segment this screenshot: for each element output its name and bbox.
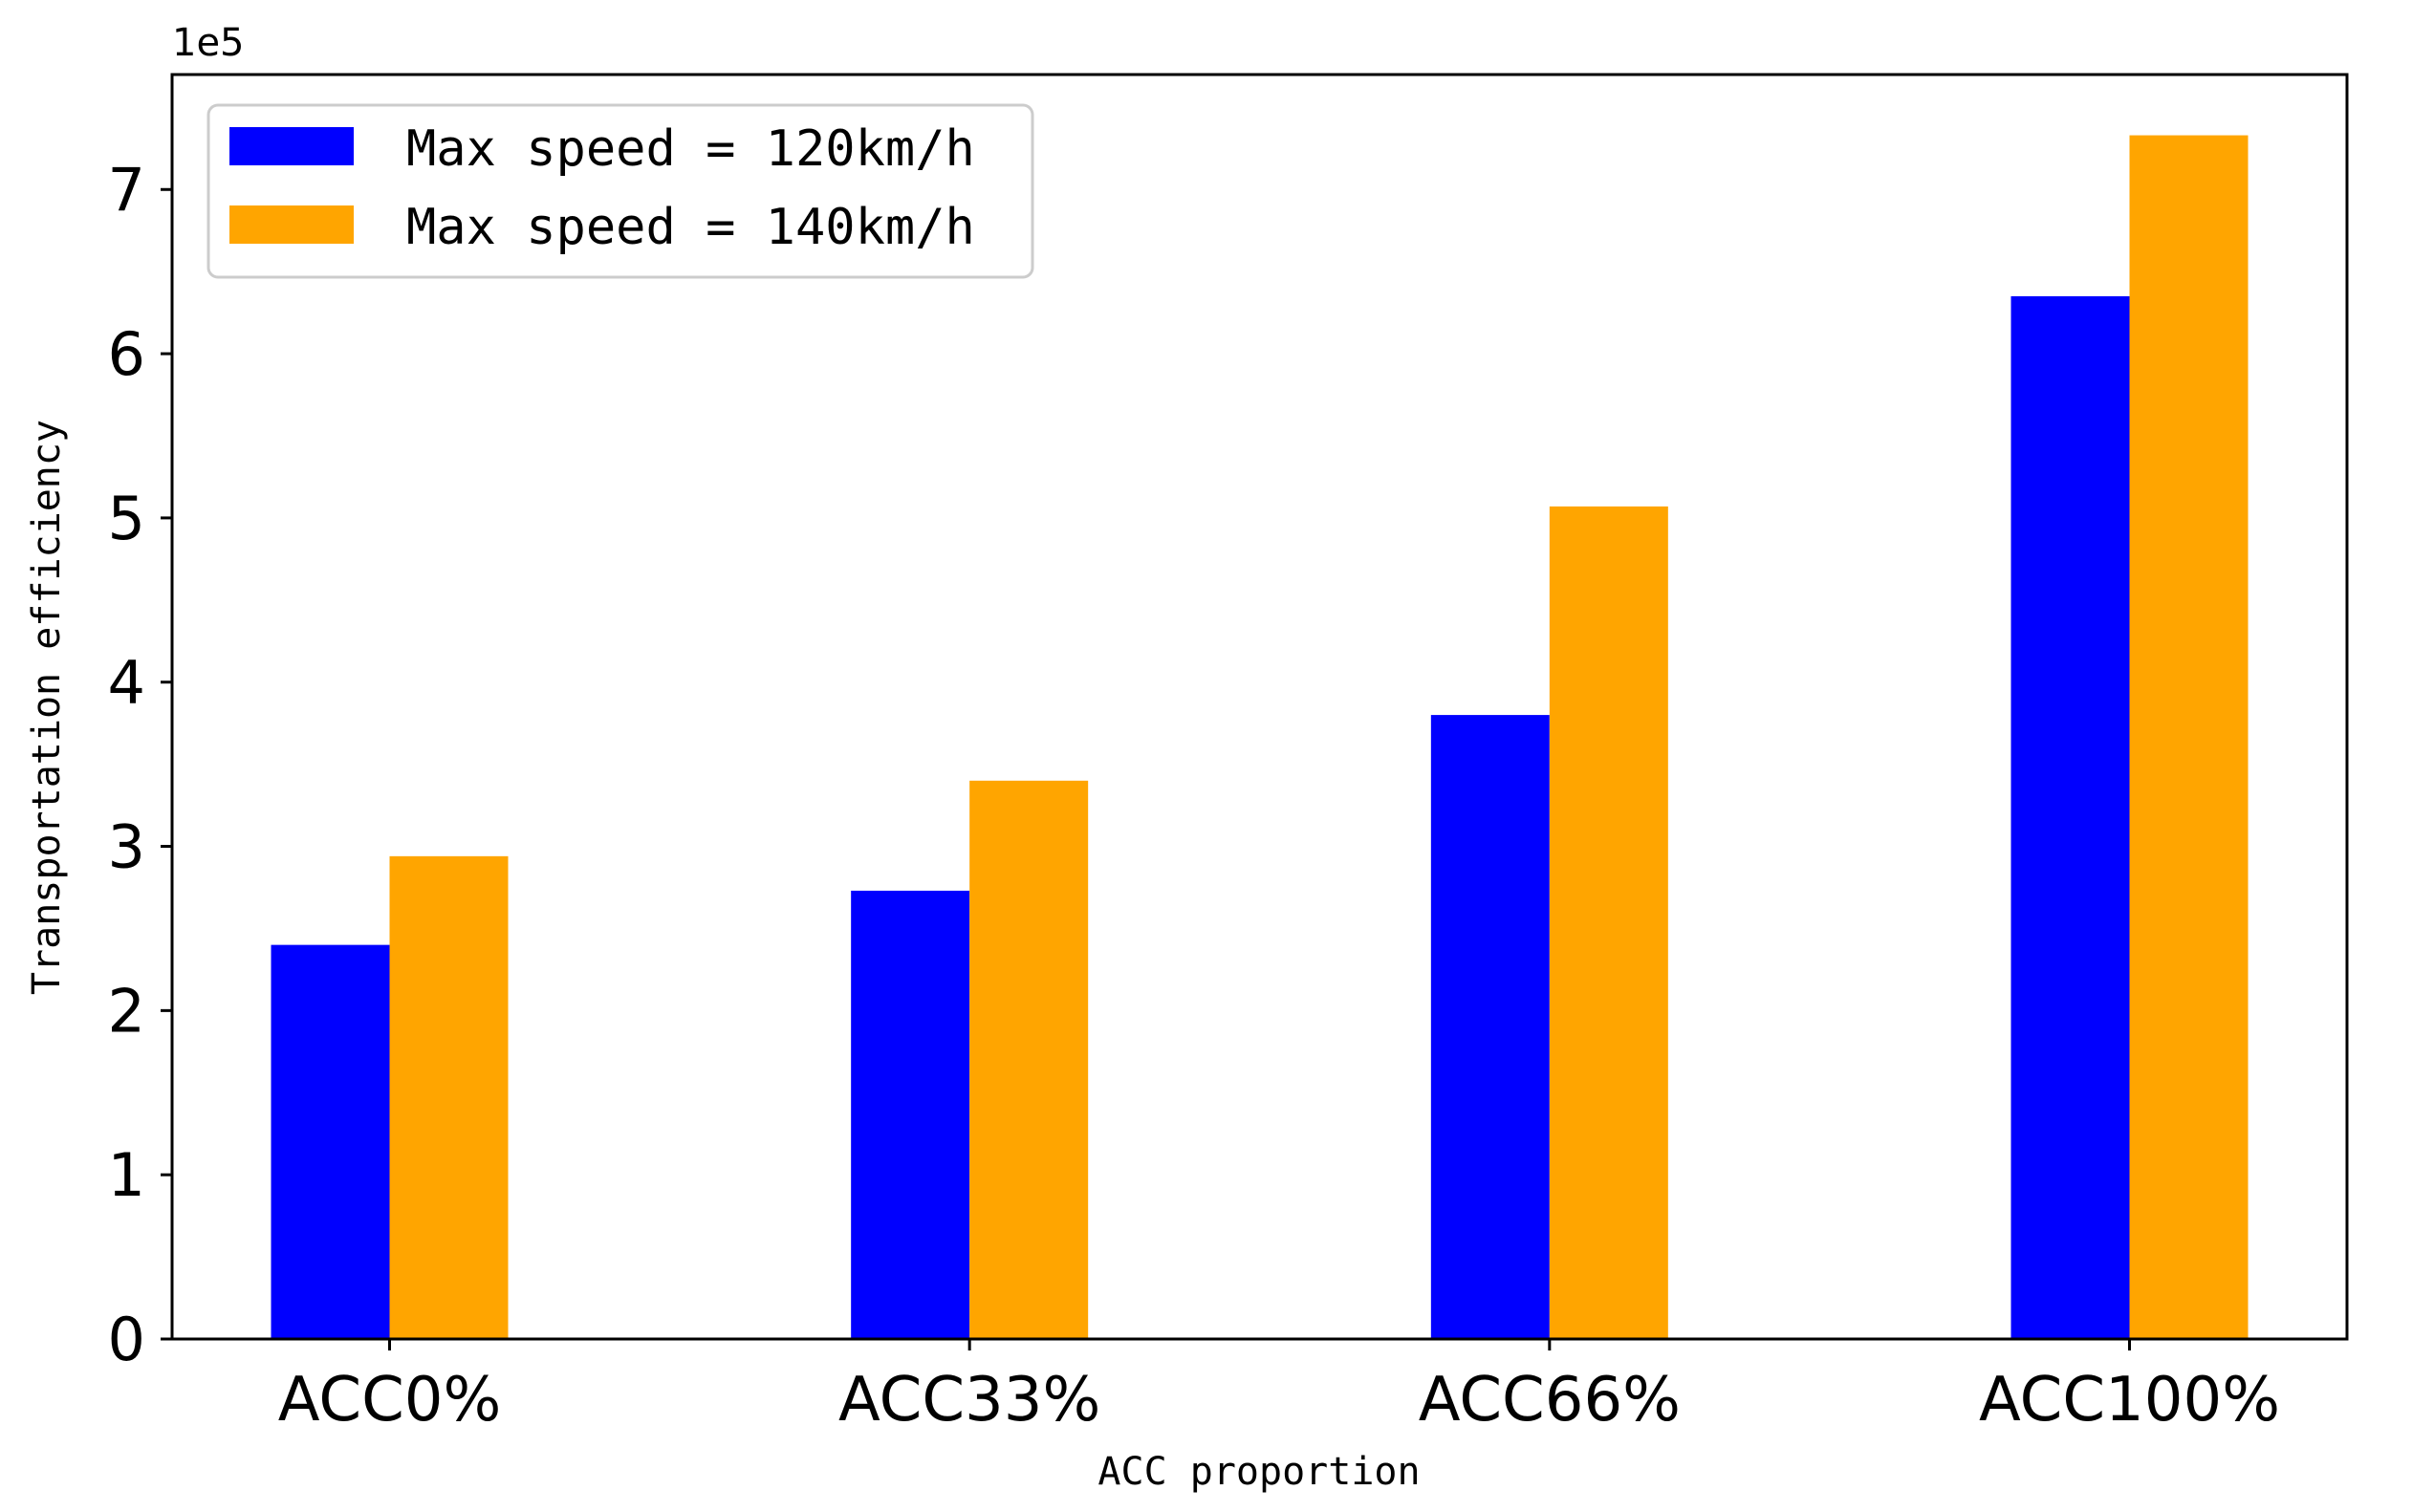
legend-label-140: Max speed = 140km/h (406, 199, 975, 256)
x-tick-label: ACC66% (1419, 1365, 1681, 1436)
legend-box (206, 103, 1034, 279)
x-tick-label: ACC0% (278, 1365, 502, 1436)
y-tick-label: 6 (108, 319, 145, 389)
y-tick-label: 2 (108, 976, 145, 1046)
y-tick-label: 1 (108, 1140, 145, 1210)
legend: Max speed = 120km/h Max speed = 140km/h (206, 103, 1034, 279)
y-axis: 0 1 2 3 4 5 6 7 (108, 155, 172, 1374)
bars-layer (271, 135, 2249, 1339)
legend-label-120: Max speed = 120km/h (406, 120, 975, 178)
bar-acc66pct-series-1 (1430, 715, 1550, 1339)
bar-acc33pct-series-1 (851, 890, 970, 1339)
plot-frame (170, 73, 2349, 1341)
legend-swatch-140 (229, 205, 354, 244)
y-offset-label: 1e5 (172, 21, 245, 65)
bar-acc0pct-series-2 (389, 855, 509, 1339)
y-tick-label: 7 (108, 155, 145, 225)
x-axis-title: ACC proportion (1097, 1450, 1420, 1494)
bar-acc0pct-series-1 (271, 944, 390, 1339)
x-tick-label: ACC33% (838, 1365, 1100, 1436)
bar-acc100pct-series-2 (2129, 135, 2249, 1339)
y-tick-label: 4 (108, 648, 145, 718)
y-tick-label: 3 (108, 812, 145, 882)
x-tick-label: ACC100% (1979, 1365, 2280, 1436)
y-tick-label: 0 (108, 1305, 145, 1374)
bar-acc100pct-series-1 (2010, 295, 2130, 1339)
bar-acc33pct-series-2 (969, 780, 1089, 1339)
x-axis: ACC0% ACC33% ACC66% ACC100% (278, 1339, 2280, 1436)
y-axis-title: Transportation efficiency (25, 420, 69, 995)
y-tick-label: 5 (108, 484, 145, 553)
legend-swatch-120 (229, 127, 354, 165)
bar-acc66pct-series-2 (1549, 506, 1668, 1339)
